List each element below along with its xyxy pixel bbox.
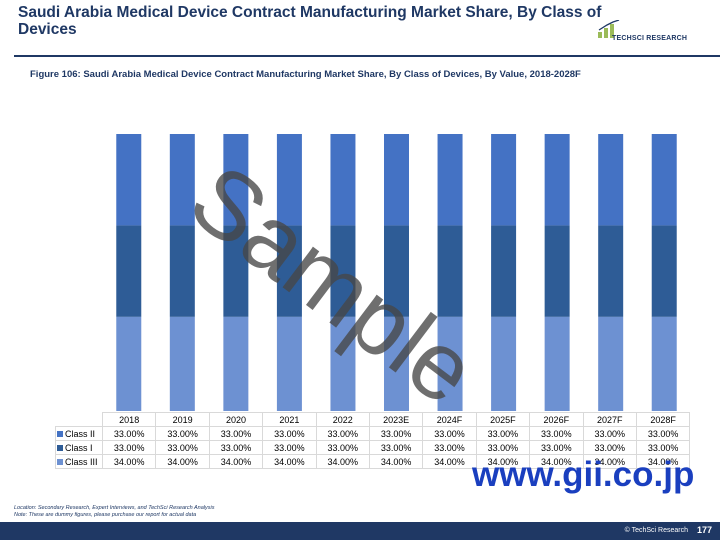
- bar-class-iii-2023e: [384, 316, 409, 411]
- techsci-logo: TECHSCI RESEARCH: [596, 18, 711, 52]
- bar-class-ii-2019: [169, 134, 195, 226]
- bar-class-iii-2018: [116, 316, 142, 411]
- data-label: 33.00%: [315, 440, 370, 455]
- legend-entry: Class II: [55, 426, 103, 441]
- data-label: 33.00%: [475, 426, 531, 441]
- x-tick-label: 2025F: [475, 412, 531, 427]
- page-number: 177: [696, 525, 712, 535]
- table-row: Class I 33.00% 33.00% 33.00% 33.00% 33.00% 33.…: [55, 440, 691, 455]
- data-label: 33.00%: [315, 426, 370, 441]
- dummy-note: Note: These are dummy figures, please pu…: [14, 512, 197, 518]
- bar-class-ii-2021: [276, 134, 302, 226]
- data-label: 33.00%: [475, 440, 531, 455]
- x-tick-label: 2019: [155, 412, 210, 427]
- bar-class-i-2026f: [544, 225, 570, 317]
- bar-class-iii-2022: [330, 316, 356, 411]
- data-label: 34.00%: [262, 454, 317, 469]
- page-title: Saudi Arabia Medical Device Contract Man…: [18, 4, 602, 38]
- bar-class-i-2022: [330, 225, 356, 317]
- table-corner: [56, 413, 103, 427]
- x-tick-label: 2028F: [635, 412, 691, 427]
- data-label: 33.00%: [582, 426, 637, 441]
- bar-class-ii-2022: [330, 134, 356, 226]
- bar-class-iii-2019: [169, 316, 195, 411]
- data-label: 33.00%: [635, 440, 691, 455]
- data-label: 34.00%: [315, 454, 370, 469]
- source-note: Location: Secondary Research, Expert Int…: [14, 505, 215, 511]
- bar-class-ii-2028f: [651, 134, 677, 226]
- footer-credit: © TechSci Research: [624, 527, 688, 534]
- x-tick-label: 2022: [315, 412, 370, 427]
- chart-data-table: 2018 2019 2020 2021 2022 2023E 2024F 2025F 2026F…: [55, 412, 691, 469]
- bar-class-iii-2027f: [598, 316, 624, 411]
- data-label: 33.00%: [262, 426, 317, 441]
- table-row: Class III 34.00% 34.00% 34.00% 34.00% 34.00% 3…: [55, 454, 691, 469]
- x-tick-label: 2018: [101, 412, 157, 427]
- data-label: 33.00%: [422, 426, 477, 441]
- data-label: 34.00%: [475, 454, 531, 469]
- data-label: 33.00%: [155, 426, 210, 441]
- bar-class-iii-2021: [276, 316, 302, 411]
- bar-class-i-2027f: [598, 225, 624, 317]
- bar-class-i-2021: [276, 225, 302, 317]
- data-label: 34.00%: [368, 454, 424, 469]
- data-label: 33.00%: [635, 426, 691, 441]
- data-label: 33.00%: [101, 426, 157, 441]
- data-label: 33.00%: [155, 440, 210, 455]
- data-label: 33.00%: [101, 440, 157, 455]
- bar-class-iii-2024f: [437, 316, 463, 411]
- bar-class-ii-2020: [223, 134, 249, 226]
- bar-class-i-2019: [169, 225, 195, 317]
- table-row: Class II 33.00% 33.00% 33.00% 33.00% 33.00% 33…: [55, 426, 691, 441]
- bar-class-i-2025f: [491, 225, 517, 317]
- bar-class-ii-2025f: [491, 134, 517, 226]
- data-label: 33.00%: [368, 440, 424, 455]
- data-label: 34.00%: [635, 454, 691, 469]
- bar-class-ii-2023e: [384, 134, 409, 226]
- legend-swatch: [57, 445, 63, 452]
- bar-class-ii-2027f: [598, 134, 624, 226]
- data-label: 33.00%: [529, 440, 584, 455]
- legend-entry: Class I: [55, 440, 103, 455]
- legend-swatch: [57, 431, 63, 438]
- data-label: 34.00%: [155, 454, 210, 469]
- footer-bar: © TechSci Research 177: [0, 522, 720, 540]
- bar-class-ii-2026f: [544, 134, 570, 226]
- bar-class-i-2020: [223, 225, 249, 317]
- bar-class-i-2018: [116, 225, 142, 317]
- bar-class-i-2024f: [437, 225, 463, 317]
- logo-text: TECHSCI RESEARCH: [612, 35, 688, 42]
- bar-class-iii-2025f: [491, 316, 517, 411]
- data-label: 33.00%: [208, 426, 264, 441]
- bar-class-iii-2020: [223, 316, 249, 411]
- data-label: 34.00%: [208, 454, 264, 469]
- data-label: 33.00%: [529, 426, 584, 441]
- bar-class-iii-2028f: [651, 316, 677, 411]
- data-label: 33.00%: [422, 440, 477, 455]
- data-label: 34.00%: [422, 454, 477, 469]
- bar-class-i-2023e: [384, 225, 409, 317]
- x-tick-label: 2027F: [582, 412, 637, 427]
- title-divider: [14, 55, 720, 57]
- bar-class-iii-2026f: [544, 316, 570, 411]
- logo-bar-icon: [598, 20, 620, 38]
- x-tick-label: 2020: [208, 412, 264, 427]
- url-watermark: www.gii.co.jp: [472, 455, 695, 494]
- legend-entry: Class III: [55, 454, 103, 469]
- footer-notes: Location: Secondary Research, Expert Int…: [14, 505, 214, 519]
- table-header-row: 2018 2019 2020 2021 2022 2023E 2024F 2025F 2026F…: [56, 412, 691, 427]
- data-label: 33.00%: [582, 440, 637, 455]
- bar-class-ii-2024f: [437, 134, 463, 226]
- legend-swatch: [57, 459, 63, 466]
- data-label: 33.00%: [262, 440, 317, 455]
- x-tick-label: 2021: [262, 412, 317, 427]
- figure-caption: Figure 106: Saudi Arabia Medical Device …: [30, 69, 581, 80]
- data-label: 33.00%: [208, 440, 264, 455]
- data-label: 33.00%: [368, 426, 424, 441]
- bar-class-i-2028f: [651, 225, 677, 317]
- data-label: 34.00%: [101, 454, 157, 469]
- bar-class-ii-2018: [116, 134, 142, 226]
- x-tick-label: 2026F: [529, 412, 584, 427]
